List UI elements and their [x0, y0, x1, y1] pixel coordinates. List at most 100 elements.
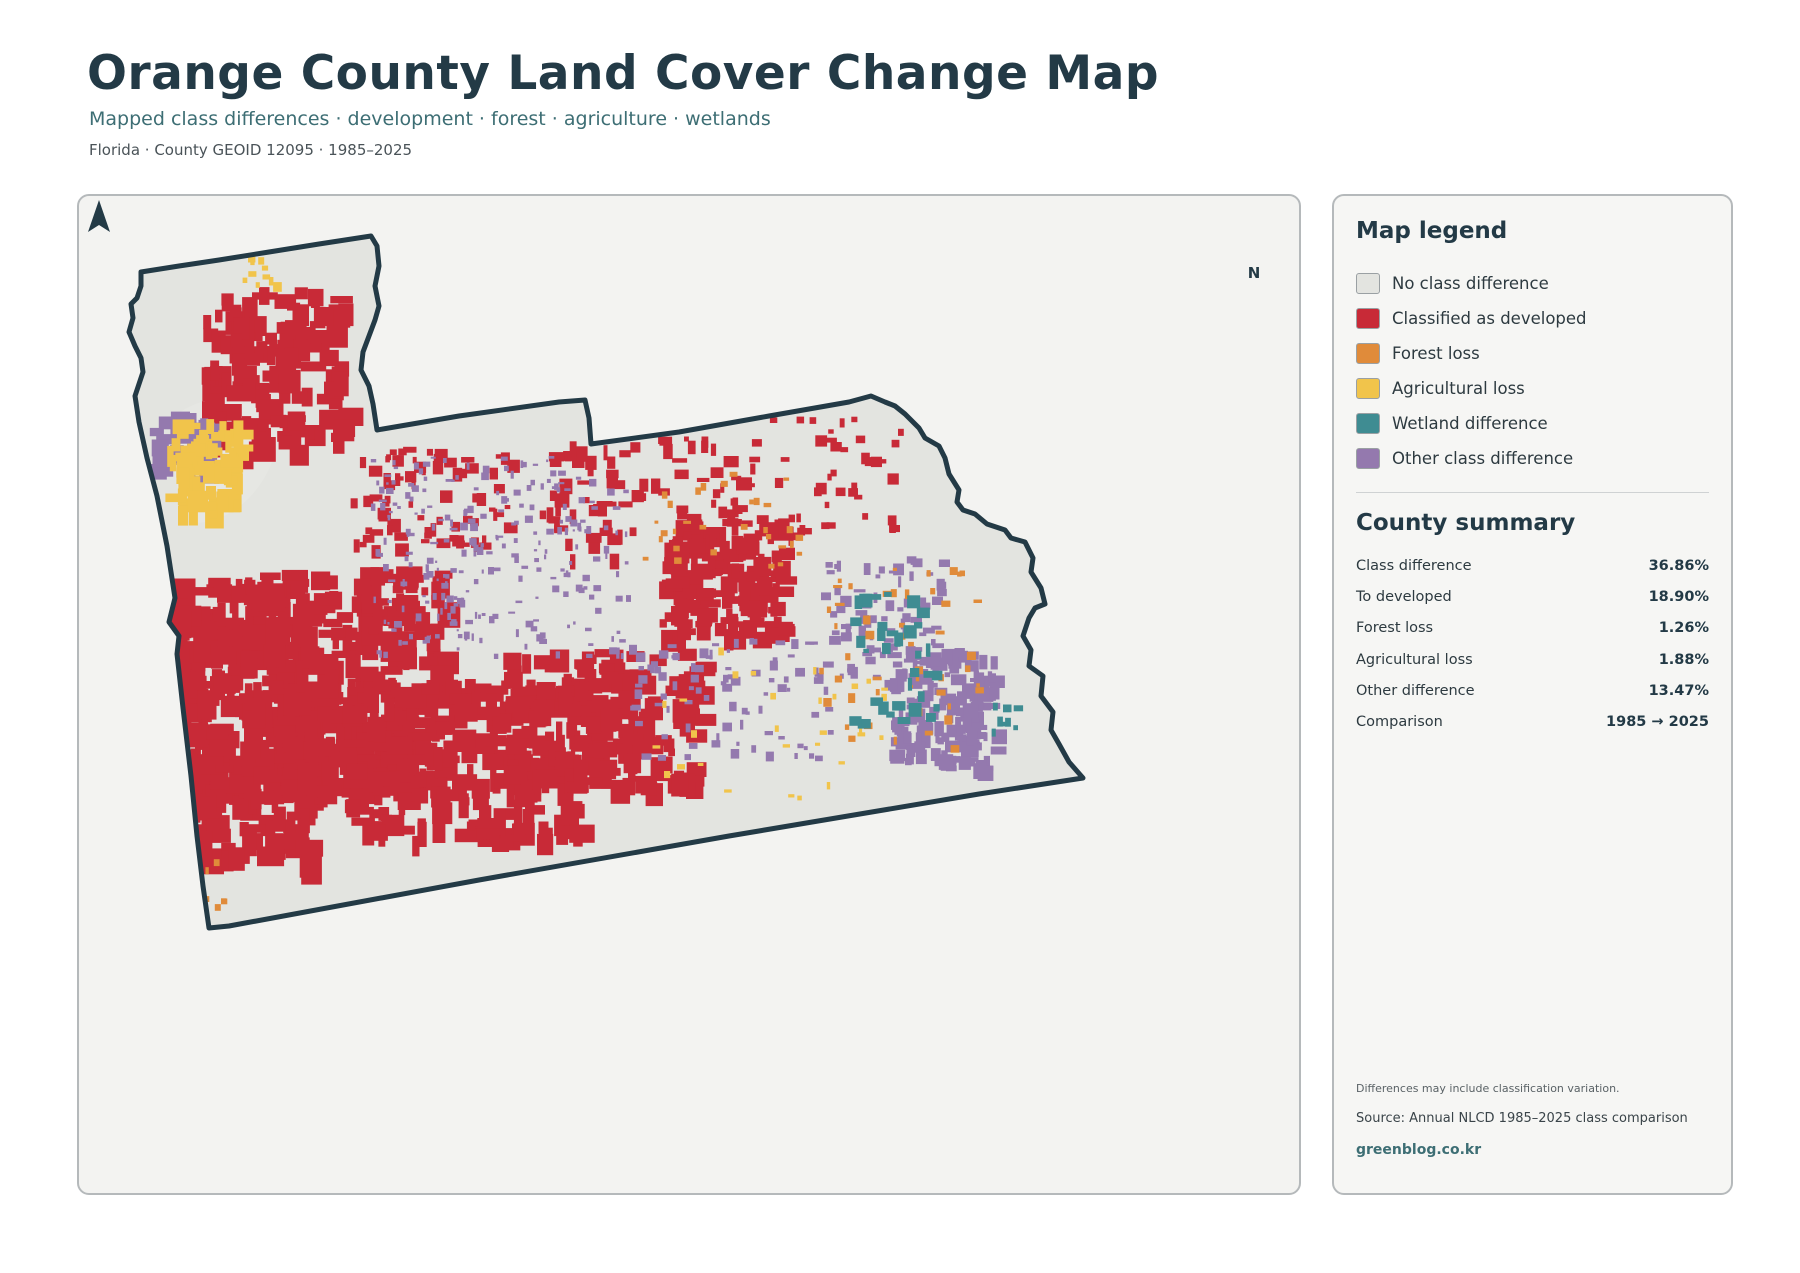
summary-title: County summary [1356, 510, 1576, 536]
change-patch [374, 732, 386, 743]
change-patch [522, 461, 527, 468]
change-patch [505, 700, 512, 725]
change-patch [731, 563, 740, 579]
change-patch [359, 457, 367, 469]
change-patch [910, 668, 920, 678]
change-patch [1005, 717, 1011, 727]
change-patch [615, 595, 623, 602]
change-patch [623, 489, 629, 494]
change-patch [699, 648, 709, 659]
change-patch [916, 696, 931, 708]
change-patch [304, 425, 326, 447]
change-patch [351, 817, 375, 826]
change-patch [877, 628, 886, 641]
change-patch [585, 627, 592, 632]
change-patch [851, 416, 858, 423]
change-patch [733, 621, 751, 628]
change-patch [840, 595, 852, 607]
county-map[interactable] [79, 196, 1301, 1195]
change-patch [214, 904, 221, 911]
change-patch [936, 578, 945, 591]
change-patch [563, 673, 572, 682]
change-patch [565, 768, 574, 779]
change-patch [991, 728, 996, 737]
change-patch [370, 503, 376, 511]
change-patch [309, 321, 326, 329]
change-patch [931, 639, 936, 646]
change-patch [262, 675, 282, 687]
change-patch [685, 723, 691, 733]
change-patch [829, 635, 841, 645]
change-patch [783, 676, 789, 683]
change-patch [188, 508, 198, 526]
change-patch [377, 507, 391, 520]
change-patch [386, 487, 394, 494]
change-patch [391, 628, 397, 632]
change-patch [718, 506, 728, 519]
change-patch [892, 701, 906, 711]
change-patch [586, 526, 592, 534]
change-patch [775, 640, 786, 646]
change-patch [508, 611, 516, 614]
change-patch [616, 630, 621, 634]
change-patch [677, 511, 687, 520]
change-patch [436, 578, 439, 582]
change-patch [409, 633, 413, 640]
change-patch [797, 527, 806, 536]
change-patch [486, 551, 493, 555]
change-patch [548, 750, 556, 767]
change-patch [369, 494, 383, 502]
change-patch [740, 719, 744, 730]
change-patch [905, 646, 916, 655]
change-patch [392, 455, 404, 467]
change-patch [451, 619, 457, 626]
map-panel[interactable]: N [77, 194, 1301, 1195]
change-patch [609, 553, 620, 570]
change-patch [413, 462, 419, 470]
change-patch [751, 745, 757, 753]
change-patch [492, 613, 499, 619]
change-patch [902, 668, 907, 682]
change-patch [294, 287, 308, 300]
change-patch [730, 749, 740, 759]
change-patch [555, 504, 561, 517]
change-patch [933, 704, 940, 712]
change-patch [197, 824, 211, 834]
change-patch [407, 710, 415, 736]
site-link[interactable]: greenblog.co.kr [1356, 1142, 1482, 1158]
change-patch [741, 520, 753, 527]
change-patch [419, 768, 427, 788]
change-patch [556, 721, 563, 746]
footnote: Differences may include classification v… [1356, 1082, 1620, 1095]
change-patch [929, 722, 934, 735]
change-patch [600, 708, 623, 732]
change-patch [565, 570, 569, 577]
change-patch [287, 689, 300, 717]
change-patch [203, 315, 212, 330]
change-patch [603, 445, 608, 461]
change-patch [411, 717, 436, 726]
change-patch [859, 726, 863, 734]
change-patch [1013, 705, 1024, 712]
change-patch [898, 706, 904, 722]
change-patch [727, 613, 739, 636]
change-patch [936, 689, 946, 696]
change-patch [440, 607, 443, 615]
change-patch [588, 538, 601, 554]
change-patch [170, 826, 189, 842]
change-patch [233, 499, 241, 513]
change-patch [307, 288, 324, 307]
change-patch [736, 741, 740, 746]
change-patch [308, 654, 336, 675]
change-patch [546, 528, 554, 535]
change-patch [711, 740, 721, 748]
change-patch [166, 679, 175, 689]
change-patch [695, 487, 701, 495]
change-patch [796, 416, 805, 424]
change-patch [499, 809, 506, 836]
change-patch [788, 514, 795, 523]
change-patch [925, 643, 931, 657]
change-patch [295, 839, 324, 857]
change-patch [398, 574, 424, 583]
change-patch [662, 700, 667, 708]
